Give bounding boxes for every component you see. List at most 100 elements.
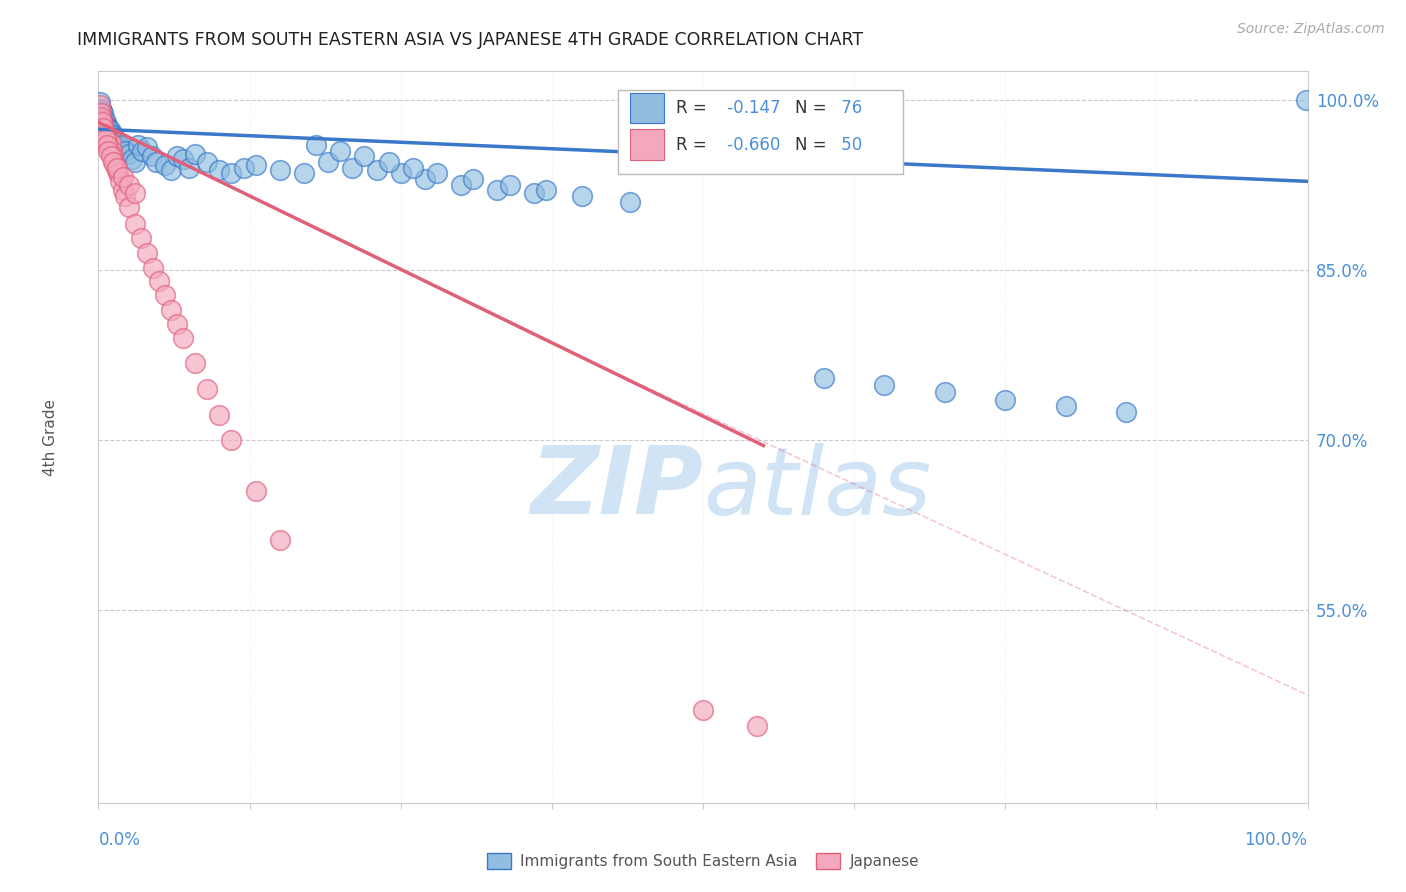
Point	[114, 144, 136, 158]
Point	[104, 159, 127, 173]
Point	[141, 149, 163, 163]
Text: ZIP: ZIP	[530, 442, 703, 534]
Point	[426, 166, 449, 180]
Point	[131, 144, 153, 158]
Point	[90, 110, 112, 124]
Point	[353, 149, 375, 163]
Text: R =: R =	[676, 136, 713, 153]
Point	[208, 408, 231, 422]
Point	[94, 124, 117, 138]
Point	[172, 331, 194, 345]
Point	[124, 186, 146, 200]
Point	[94, 128, 117, 143]
Point	[111, 138, 134, 153]
Point	[100, 144, 122, 158]
Text: -0.660: -0.660	[723, 136, 780, 153]
Point	[90, 102, 112, 116]
Point	[269, 163, 291, 178]
Point	[91, 113, 114, 128]
Point	[153, 287, 176, 301]
Point	[97, 138, 120, 153]
Point	[91, 118, 114, 132]
Point	[292, 166, 315, 180]
Point	[98, 131, 121, 145]
Point	[450, 178, 472, 192]
Point	[93, 124, 115, 138]
Point	[93, 121, 115, 136]
Point	[172, 152, 194, 166]
Point	[571, 189, 593, 203]
Point	[245, 159, 267, 173]
Point	[873, 378, 896, 392]
Point	[179, 161, 201, 175]
Point	[100, 127, 122, 141]
Point	[91, 103, 114, 118]
Point	[160, 163, 183, 178]
Point	[402, 161, 425, 175]
Point	[124, 155, 146, 169]
Point	[316, 155, 339, 169]
Point	[94, 132, 117, 146]
Point	[534, 183, 557, 197]
Point	[118, 201, 141, 215]
Point	[96, 132, 118, 146]
Point	[114, 189, 136, 203]
Text: 100.0%: 100.0%	[1244, 831, 1308, 849]
Point	[232, 161, 254, 175]
Point	[98, 140, 121, 154]
Point	[91, 113, 114, 128]
FancyBboxPatch shape	[630, 93, 664, 123]
Point	[135, 140, 157, 154]
Point	[523, 186, 546, 200]
Point	[91, 106, 114, 120]
Legend: Immigrants from South Eastern Asia, Japanese: Immigrants from South Eastern Asia, Japa…	[481, 847, 925, 875]
Text: 0.0%: 0.0%	[98, 831, 141, 849]
Point	[103, 136, 125, 150]
Text: N =: N =	[794, 136, 832, 153]
Text: 4th Grade: 4th Grade	[42, 399, 58, 475]
Point	[153, 159, 176, 173]
Point	[366, 163, 388, 178]
Point	[145, 155, 167, 169]
Point	[195, 382, 218, 396]
Point	[107, 135, 129, 149]
Point	[342, 161, 364, 175]
Point	[118, 147, 141, 161]
Point	[91, 115, 114, 129]
Point	[96, 127, 118, 141]
Point	[90, 106, 112, 120]
Point	[184, 147, 207, 161]
Point	[184, 356, 207, 370]
Point	[377, 155, 399, 169]
Text: -0.147: -0.147	[723, 99, 780, 117]
Point	[101, 149, 124, 163]
Point	[107, 166, 129, 180]
Text: R =: R =	[676, 99, 713, 117]
FancyBboxPatch shape	[619, 90, 903, 174]
Text: IMMIGRANTS FROM SOUTH EASTERN ASIA VS JAPANESE 4TH GRADE CORRELATION CHART: IMMIGRANTS FROM SOUTH EASTERN ASIA VS JA…	[77, 31, 863, 49]
Point	[1115, 404, 1137, 418]
Point	[93, 127, 115, 141]
Point	[208, 163, 231, 178]
Point	[1295, 93, 1317, 107]
Point	[498, 178, 520, 192]
Point	[105, 163, 128, 178]
Point	[97, 144, 120, 158]
FancyBboxPatch shape	[630, 129, 664, 160]
Point	[100, 149, 122, 163]
Point	[101, 128, 124, 143]
Point	[103, 155, 125, 169]
Point	[221, 166, 243, 180]
Point	[813, 370, 835, 384]
Point	[160, 302, 183, 317]
Point	[89, 95, 111, 109]
Point	[166, 318, 188, 332]
Point	[1054, 399, 1077, 413]
Point	[221, 433, 243, 447]
Point	[245, 483, 267, 498]
Point	[111, 183, 134, 197]
Point	[463, 172, 485, 186]
Point	[98, 122, 121, 136]
Point	[94, 115, 117, 129]
Point	[747, 719, 769, 733]
